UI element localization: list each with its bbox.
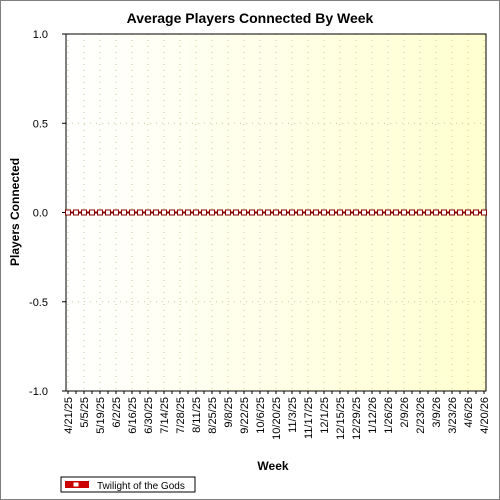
data-point (281, 209, 287, 216)
data-point (265, 209, 271, 216)
data-point (441, 209, 447, 216)
x-tick-label: 4/6/26 (463, 397, 475, 428)
data-point (225, 209, 231, 216)
data-point (161, 209, 167, 216)
data-point (473, 209, 479, 216)
y-tick-label: 0.5 (33, 118, 48, 130)
data-point (321, 209, 327, 216)
data-point (361, 209, 367, 216)
x-tick-label: 7/28/25 (175, 397, 187, 434)
x-tick-label: 1/12/26 (367, 397, 379, 434)
data-point (417, 209, 423, 216)
x-tick-label: 10/6/25 (255, 397, 267, 434)
legend-box (60, 476, 196, 493)
data-point (185, 209, 191, 216)
data-point (137, 209, 143, 216)
data-point (65, 209, 71, 216)
data-point (121, 209, 127, 216)
data-point (313, 209, 319, 216)
data-point (201, 209, 207, 216)
legend-label: Twilight of the Gods (97, 481, 185, 492)
data-point (241, 209, 247, 216)
data-point (89, 209, 95, 216)
x-axis: 4/21/25 5/5/25 5/19/25 6/2/25 6/16/25 6/30/25… (63, 391, 491, 440)
data-point (377, 209, 383, 216)
data-point (465, 209, 471, 216)
data-point (385, 209, 391, 216)
x-tick-label: 2/9/26 (399, 397, 411, 428)
data-point (233, 209, 239, 216)
data-point (81, 209, 87, 216)
data-point (217, 209, 223, 216)
x-tick-label: 7/14/25 (159, 397, 171, 434)
y-tick-label: -0.5 (29, 297, 48, 309)
x-tick-label: 9/22/25 (239, 397, 251, 434)
x-tick-label: 3/9/26 (431, 397, 443, 428)
x-axis-label: Week (257, 459, 288, 473)
x-tick-label: 9/8/25 (223, 397, 235, 428)
data-point (97, 209, 103, 216)
data-point (353, 209, 359, 216)
x-tick-label: 4/20/26 (479, 397, 491, 434)
data-point (273, 209, 279, 216)
data-point (305, 209, 311, 216)
x-tick-label: 6/16/25 (127, 397, 139, 434)
data-point (457, 209, 463, 216)
data-point (329, 209, 335, 216)
data-point (145, 209, 151, 216)
series-layer (65, 209, 487, 216)
x-tick-label: 12/1/25 (319, 397, 331, 434)
data-point (401, 209, 407, 216)
data-point (345, 209, 351, 216)
x-tick-label: 6/30/25 (143, 397, 155, 434)
data-point (73, 209, 79, 216)
data-point (481, 209, 487, 216)
x-tick-label: 3/23/26 (447, 397, 459, 434)
x-tick-label: 1/26/26 (383, 397, 395, 434)
data-point (425, 209, 431, 216)
y-tick-label: 0.0 (33, 208, 48, 220)
data-point (257, 209, 263, 216)
data-point (297, 209, 303, 216)
chart-title: Average Players Connected By Week (127, 10, 374, 26)
data-point (169, 209, 175, 216)
data-point (209, 209, 215, 216)
data-point (289, 209, 295, 216)
x-tick-label: 2/23/26 (415, 397, 427, 434)
data-point (113, 209, 119, 216)
data-point (369, 209, 375, 216)
data-point (249, 209, 255, 216)
legend-swatch-marker (72, 481, 80, 488)
x-tick-label: 11/17/25 (303, 397, 315, 439)
y-tick-label: -1.0 (29, 386, 48, 398)
data-point (153, 209, 159, 216)
data-point (193, 209, 199, 216)
data-point (393, 209, 399, 216)
y-axis: 1.0 0.5 0.0 -0.5 -1.0 (29, 29, 66, 398)
x-tick-label: 6/2/25 (111, 397, 123, 428)
x-tick-label: 5/5/25 (79, 397, 91, 428)
data-point (177, 209, 183, 216)
legend: Twilight of the Gods (60, 476, 196, 493)
data-point (409, 209, 415, 216)
x-tick-label: 12/15/25 (335, 397, 347, 440)
y-axis-label: Players Connected (8, 158, 22, 266)
data-point (449, 209, 455, 216)
data-point (433, 209, 439, 216)
data-point (105, 209, 111, 216)
x-tick-label: 8/11/25 (191, 397, 203, 433)
x-tick-label: 8/25/25 (207, 397, 219, 434)
y-tick-label: 1.0 (33, 29, 48, 41)
x-tick-label: 12/29/25 (351, 397, 363, 440)
x-tick-label: 10/20/25 (271, 397, 283, 440)
x-tick-label: 4/21/25 (63, 397, 75, 434)
data-point (337, 209, 343, 216)
x-tick-label: 11/3/25 (287, 397, 299, 433)
data-point (129, 209, 135, 216)
x-tick-label: 5/19/25 (95, 397, 107, 434)
